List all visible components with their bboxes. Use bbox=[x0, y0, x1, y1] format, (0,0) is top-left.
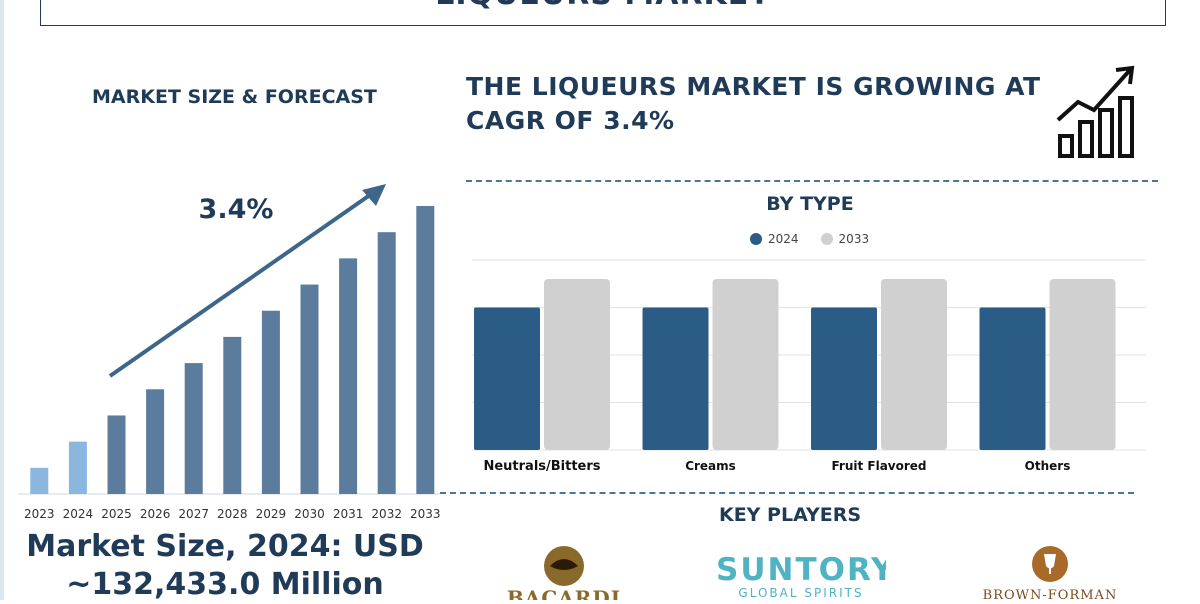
brown-forman-emblem-icon bbox=[1032, 546, 1068, 582]
legend-swatch-2024 bbox=[750, 233, 762, 245]
forecast-bar bbox=[107, 415, 126, 494]
legend-swatch-2033 bbox=[820, 233, 833, 245]
bacardi-logo: BACARDI bbox=[506, 544, 622, 600]
market-size-line1: Market Size, 2024: USD bbox=[26, 529, 424, 564]
left-edge-strip bbox=[0, 0, 4, 600]
forecast-x-tick-label: 2027 bbox=[178, 507, 209, 520]
forecast-x-tick-label: 2025 bbox=[101, 507, 132, 520]
growth-arrow-head bbox=[362, 184, 386, 206]
bacardi-bat-icon bbox=[544, 546, 584, 586]
market-size-forecast-title: MARKET SIZE & FORECAST bbox=[92, 86, 377, 108]
forecast-bar bbox=[68, 441, 87, 494]
by-type-bar-2024 bbox=[642, 307, 709, 450]
forecast-bar bbox=[146, 389, 165, 494]
by-type-bar-2033 bbox=[1049, 279, 1116, 450]
forecast-x-tick-label: 2029 bbox=[256, 507, 287, 520]
divider-top bbox=[466, 180, 1158, 182]
by-type-bar-2024 bbox=[979, 307, 1046, 450]
by-type-bar-2033 bbox=[881, 279, 947, 450]
market-forecast-chart: 2023 2024 2025 2026 2027 2028 2029 2030 2031 2032… bbox=[18, 184, 441, 520]
by-type-category-label: Creams bbox=[685, 459, 736, 473]
by-type-title: BY TYPE bbox=[766, 193, 854, 215]
forecast-bar bbox=[261, 310, 280, 494]
growth-chart-icon bbox=[1056, 65, 1135, 158]
forecast-bar bbox=[339, 258, 358, 494]
suntory-logo-text: SUNTORY bbox=[716, 554, 886, 588]
forecast-x-tick-label: 2033 bbox=[410, 507, 441, 520]
forecast-x-tick-label: 2030 bbox=[294, 507, 325, 520]
cagr-label: 3.4% bbox=[199, 194, 274, 225]
forecast-bar bbox=[30, 467, 49, 494]
by-type-category-label: Fruit Flavored bbox=[831, 459, 926, 473]
forecast-bar bbox=[184, 363, 203, 494]
by-type-category-label: Others bbox=[1025, 459, 1071, 473]
forecast-x-tick-label: 2028 bbox=[217, 507, 248, 520]
legend-item-2033: 2033 bbox=[820, 232, 870, 246]
by-type-bar-2024 bbox=[474, 307, 540, 450]
bacardi-logo-text: BACARDI bbox=[506, 586, 622, 600]
legend-item-2024: 2024 bbox=[750, 232, 799, 246]
by-type-category-label: Neutrals/Bitters bbox=[483, 459, 600, 474]
market-size-line2: ~132,433.0 Million bbox=[66, 567, 384, 602]
suntory-logo-subtext: GLOBAL SPIRITS bbox=[738, 586, 864, 600]
forecast-x-tick-label: 2032 bbox=[371, 507, 402, 520]
legend-label-2024: 2024 bbox=[768, 232, 799, 246]
title-banner: LIQUEURS MARKET bbox=[40, 0, 1166, 26]
forecast-x-tick-label: 2023 bbox=[24, 507, 55, 520]
brown-forman-logo: BROWN-FORMAN bbox=[982, 544, 1118, 600]
by-type-bar-2033 bbox=[544, 279, 610, 450]
growth-arrow bbox=[108, 186, 382, 378]
forecast-bar bbox=[300, 284, 319, 494]
market-size-text: Market Size, 2024: USD ~132,433.0 Millio… bbox=[20, 528, 430, 604]
suntory-logo: SUNTORY GLOBAL SPIRITS bbox=[716, 554, 886, 600]
by-type-legend: 2024 2033 bbox=[750, 232, 869, 246]
forecast-x-tick-label: 2026 bbox=[140, 507, 171, 520]
by-type-bar-2024 bbox=[811, 307, 877, 450]
by-type-bar-2033 bbox=[712, 279, 779, 450]
page-title: LIQUEURS MARKET bbox=[41, 0, 1165, 12]
forecast-bar bbox=[223, 336, 242, 494]
cagr-headline: THE LIQUEURS MARKET IS GROWING AT CAGR O… bbox=[466, 72, 1041, 135]
by-type-chart: Neutrals/Bitters Creams Fruit Flavored Othe… bbox=[472, 259, 1146, 474]
brown-forman-logo-text: BROWN-FORMAN bbox=[982, 588, 1118, 600]
forecast-x-tick-label: 2024 bbox=[63, 507, 94, 520]
divider-bottom bbox=[440, 492, 1134, 494]
key-players-title: KEY PLAYERS bbox=[718, 504, 862, 526]
legend-label-2033: 2033 bbox=[838, 232, 870, 246]
forecast-x-tick-label: 2031 bbox=[333, 507, 364, 520]
forecast-bar bbox=[377, 232, 396, 494]
forecast-bar bbox=[416, 206, 435, 494]
